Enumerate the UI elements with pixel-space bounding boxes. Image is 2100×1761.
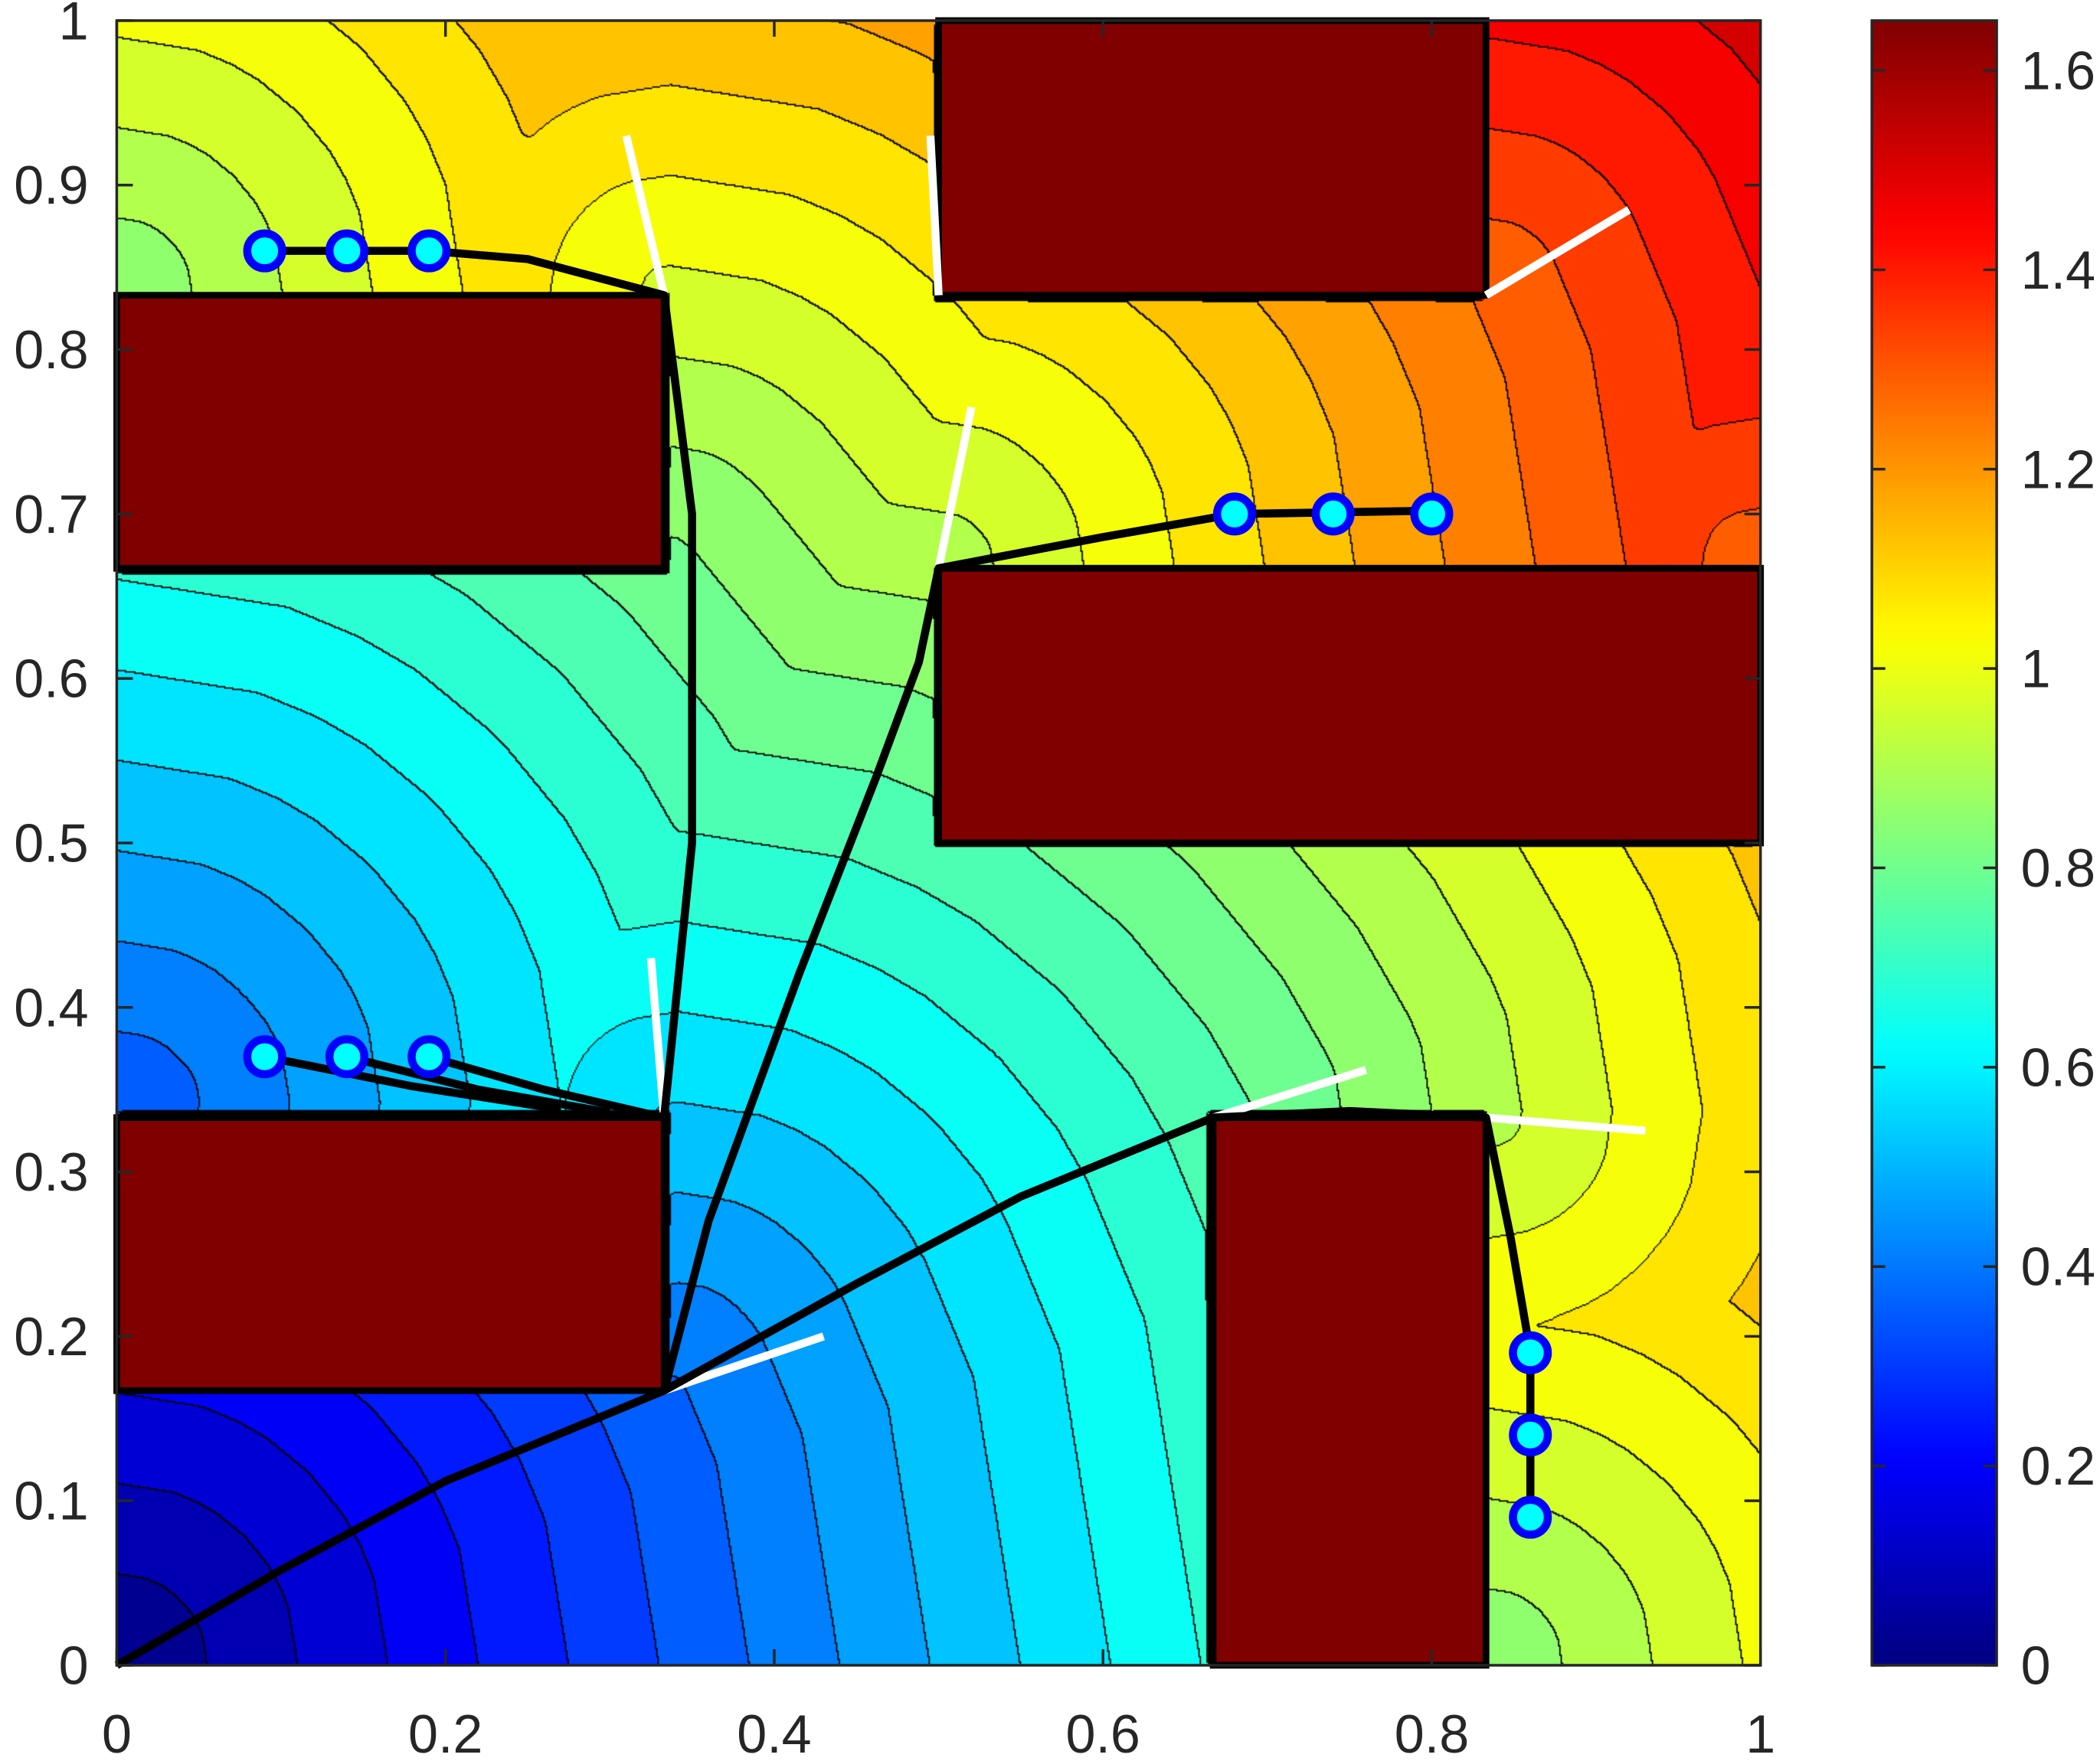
- x-axis: 0 0.2 0.4 0.6 0.8 1: [102, 20, 1775, 1761]
- x-tick-label: 0.2: [408, 1704, 482, 1761]
- obstacle: [113, 292, 668, 572]
- x-tick-label: 0: [102, 1704, 132, 1761]
- colorbar-ticks: 0 0.2 0.4 0.6 0.8 1 1.2 1.4 1.6: [1872, 41, 2095, 1695]
- tangent-segment: [662, 1332, 826, 1395]
- start-point-marker: [325, 1035, 368, 1079]
- start-point-marker: [1212, 492, 1256, 536]
- colorbar-gradient: [1872, 20, 1997, 1665]
- start-point-marker: [243, 229, 286, 273]
- tangent-segment: [1212, 1066, 1368, 1122]
- y-tick-label: 0.6: [14, 649, 88, 709]
- x-tick-label: 1: [1745, 1704, 1775, 1761]
- tangent-segment: [1483, 206, 1631, 299]
- obstacle: [1209, 1114, 1490, 1669]
- y-tick-label: 0.3: [14, 1142, 88, 1202]
- start-point-marker: [407, 229, 451, 273]
- colorbar-tick-label: 0.6: [2021, 1037, 2095, 1097]
- y-axis: 0 0.1 0.2 0.3 0.4 0.5 0.6 0.7 0.8 0.9 1: [14, 0, 1761, 1695]
- obstacle: [935, 17, 1490, 299]
- tangent-segment: [926, 136, 943, 296]
- x-tick-label: 0.6: [1065, 1704, 1140, 1761]
- y-tick-label: 0: [59, 1635, 89, 1695]
- start-point-marker: [325, 229, 368, 273]
- obstacle: [935, 564, 1765, 847]
- colorbar-tick-label: 1: [2021, 639, 2051, 699]
- tangent-segment: [622, 135, 669, 296]
- colorbar-tick-label: 0: [2021, 1635, 2051, 1695]
- path-line: [263, 1053, 561, 1114]
- y-tick-label: 0.9: [14, 155, 88, 215]
- path-line: [345, 1053, 611, 1117]
- y-tick-label: 0.4: [14, 978, 88, 1037]
- y-tick-label: 0.1: [14, 1472, 88, 1531]
- path-line: [660, 506, 1432, 1392]
- tangent-segment: [934, 406, 976, 570]
- start-point-marker: [407, 1035, 451, 1079]
- start-point-marker: [1509, 1413, 1552, 1457]
- start-point-marker: [1410, 492, 1454, 536]
- obstacle: [113, 1114, 668, 1394]
- tangent-segment: [1485, 1113, 1646, 1135]
- start-point-marker: [243, 1035, 286, 1079]
- path-line: [427, 1053, 666, 1122]
- y-tick-label: 0.2: [14, 1307, 88, 1367]
- x-tick-label: 0.4: [737, 1704, 811, 1761]
- tangent-segment: [646, 957, 669, 1119]
- colorbar-tick-label: 0.2: [2021, 1436, 2095, 1496]
- x-tick-label: 0.8: [1395, 1704, 1469, 1761]
- colorbar-tick-label: 0.4: [2021, 1237, 2095, 1297]
- start-point-marker: [1311, 492, 1355, 536]
- colorbar-tick-label: 1.2: [2021, 439, 2095, 499]
- start-point-marker: [1509, 1495, 1552, 1539]
- colorbar-tick-label: 1.4: [2021, 240, 2095, 300]
- y-tick-label: 1: [59, 0, 89, 51]
- y-tick-label: 0.8: [14, 320, 88, 380]
- colorbar-box: [1870, 19, 1998, 1667]
- y-tick-label: 0.5: [14, 813, 88, 873]
- start-point-marker: [1509, 1331, 1552, 1374]
- colorbar-tick-label: 0.8: [2021, 838, 2095, 898]
- y-tick-label: 0.7: [14, 485, 88, 544]
- obstacles: [113, 17, 1765, 1669]
- tangent-segments: [622, 135, 1646, 1395]
- start-points: [243, 229, 1552, 1539]
- colorbar-tick-label: 1.6: [2021, 41, 2095, 101]
